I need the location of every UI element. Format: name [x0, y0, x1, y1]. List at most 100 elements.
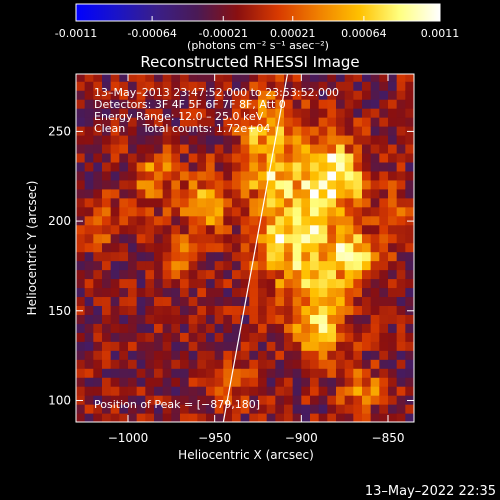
heatmap-cell [301, 224, 311, 235]
heatmap-cell [128, 74, 138, 82]
heatmap-cell [76, 404, 86, 414]
heatmap-cell [362, 341, 372, 351]
heatmap-cell [292, 206, 302, 217]
heatmap-cell [162, 188, 172, 199]
heatmap-cell [292, 332, 302, 342]
heatmap-cell [240, 269, 250, 280]
heatmap-cell [145, 305, 155, 315]
heatmap-cell [396, 395, 406, 405]
heatmap-cell [180, 224, 190, 235]
heatmap-cell [275, 134, 285, 145]
heatmap-cell [197, 296, 207, 306]
heatmap-cell [275, 269, 285, 280]
heatmap-cell [301, 305, 311, 315]
heatmap-cell [405, 161, 414, 172]
heatmap-cell [284, 233, 294, 244]
heatmap-cell [154, 152, 164, 163]
heatmap-cell [266, 197, 276, 208]
heatmap-cell [84, 143, 94, 154]
heatmap-cell [76, 314, 86, 324]
heatmap-cell [249, 395, 259, 405]
heatmap-cell [396, 269, 406, 280]
heatmap-cell [362, 74, 372, 82]
heatmap-cell [292, 99, 302, 109]
heatmap-cell [318, 170, 328, 181]
heatmap-cell [344, 99, 354, 109]
heatmap-cell [249, 323, 259, 333]
heatmap-cell [275, 179, 285, 190]
heatmap-cell [292, 377, 302, 387]
heatmap-cell [396, 287, 406, 298]
heatmap-cell [119, 350, 129, 360]
heatmap-cell [301, 99, 311, 109]
heatmap-cell [258, 197, 268, 208]
heatmap-cell [240, 152, 250, 163]
heatmap-cell [353, 323, 363, 333]
heatmap-cell [93, 90, 103, 100]
heatmap-cell [223, 90, 233, 100]
heatmap-cell [119, 359, 129, 369]
heatmap-cell [301, 323, 311, 333]
heatmap-cell [136, 215, 146, 226]
heatmap-cell [292, 278, 302, 289]
heatmap-cell [301, 152, 311, 163]
heatmap-cell [102, 242, 112, 253]
heatmap-cell [292, 287, 302, 298]
heatmap-cell [145, 197, 155, 208]
heatmap-cell [249, 341, 259, 351]
colorbar-tick-label: 0.00021 [270, 27, 316, 40]
heatmap-cell [180, 143, 190, 154]
heatmap-cell [388, 99, 398, 109]
heatmap-cell [379, 359, 389, 369]
heatmap-cell [258, 332, 268, 342]
heatmap-cell [145, 224, 155, 235]
heatmap-cell [162, 386, 172, 396]
heatmap-cell [249, 99, 259, 109]
heatmap-cell [336, 233, 346, 244]
heatmap-cell [370, 305, 380, 315]
heatmap-cell [388, 188, 398, 199]
heatmap-cell [301, 179, 311, 190]
heatmap-cell [301, 161, 311, 172]
heatmap-cell [197, 224, 207, 235]
heatmap-cell [76, 395, 86, 405]
heatmap-cell [388, 269, 398, 280]
heatmap-cell [310, 404, 320, 414]
heatmap-cell [119, 413, 129, 422]
heatmap-cell [370, 233, 380, 244]
heatmap-cell [362, 206, 372, 217]
heatmap-cell [128, 278, 138, 289]
heatmap-cell [336, 296, 346, 306]
heatmap-cell [214, 81, 224, 91]
heatmap-cell [379, 233, 389, 244]
heatmap-cell [128, 404, 138, 414]
heatmap-cell [188, 233, 198, 244]
heatmap-cell [232, 296, 242, 306]
heatmap-cell [249, 90, 259, 100]
heatmap-cell [197, 134, 207, 145]
heatmap-cell [379, 377, 389, 387]
heatmap-cell [275, 206, 285, 217]
heatmap-cell [171, 224, 181, 235]
heatmap-cell [232, 368, 242, 378]
heatmap-cell [370, 377, 380, 387]
heatmap-cell [249, 404, 259, 414]
heatmap-cell [344, 287, 354, 298]
heatmap-cell [154, 242, 164, 253]
heatmap-cell [145, 81, 155, 91]
heatmap-cell [206, 134, 216, 145]
heatmap-cell [162, 117, 172, 127]
heatmap-cell [310, 296, 320, 306]
heatmap-cell [301, 108, 311, 118]
heatmap-cell [188, 305, 198, 315]
heatmap-cell [275, 74, 285, 82]
heatmap-cell [136, 81, 146, 91]
heatmap-cell [93, 197, 103, 208]
heatmap-cell [266, 134, 276, 145]
heatmap-cell [154, 368, 164, 378]
heatmap-cell [214, 278, 224, 289]
heatmap-cell [162, 242, 172, 253]
heatmap-cell [362, 117, 372, 127]
x-tick-label: −950 [198, 431, 231, 445]
